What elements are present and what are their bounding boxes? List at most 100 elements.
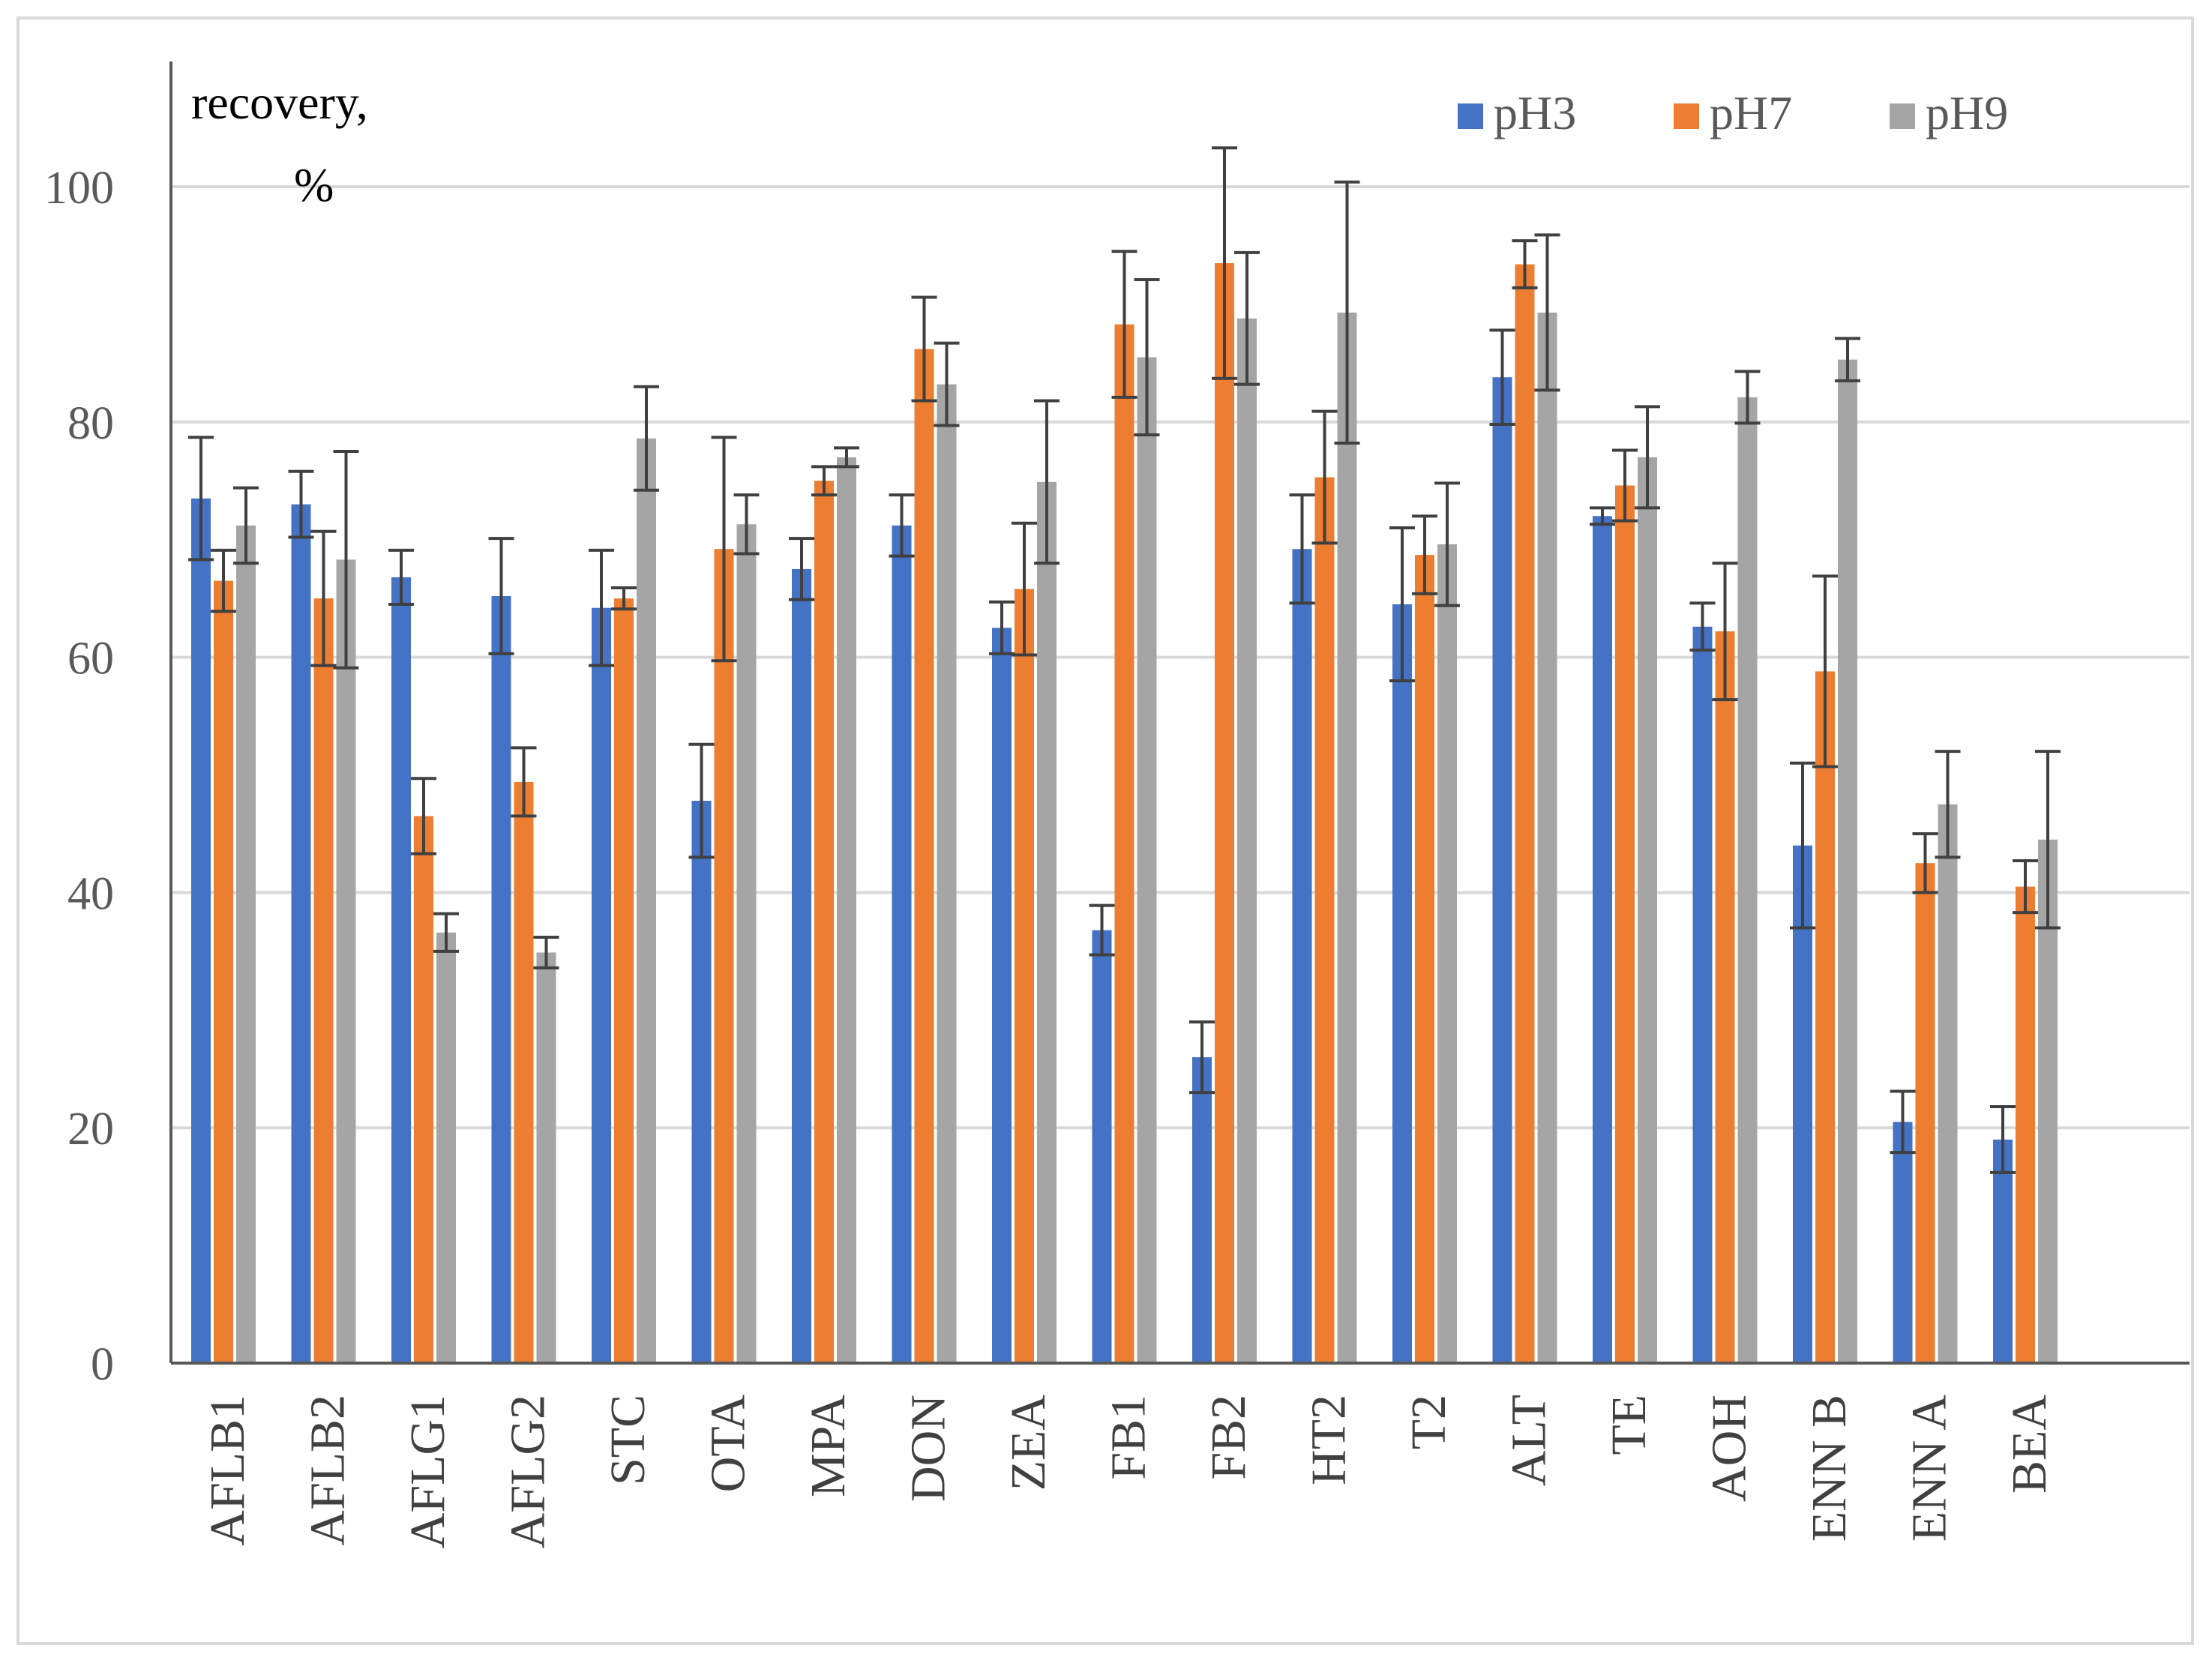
- bar-pH3-FB2: [1192, 1057, 1212, 1363]
- bar-pH3-BEA: [1993, 1139, 2013, 1363]
- error-bar: [811, 465, 837, 497]
- error-bar: [1111, 250, 1137, 399]
- legend-label: pH3: [1494, 86, 1576, 139]
- bar-pH7-FB2: [1215, 262, 1234, 1363]
- y-tick-label: 80: [67, 398, 114, 449]
- error-bar: [2035, 750, 2061, 930]
- bar-pH7-OTA: [714, 549, 734, 1364]
- y-tick-label: 100: [44, 163, 114, 214]
- error-bar: [1289, 493, 1315, 605]
- bar-pH9-FB2: [1237, 318, 1257, 1363]
- x-tick-label: BEA: [2002, 1395, 2057, 1494]
- bar-pH3-OTA: [691, 801, 712, 1363]
- error-bar: [388, 548, 414, 606]
- gridlines: [171, 185, 2190, 1130]
- bar-pH9-TE: [1638, 457, 1657, 1363]
- y-tick-label: 20: [67, 1104, 114, 1155]
- error-bar: [1412, 514, 1437, 595]
- error-bar: [1790, 761, 1815, 930]
- bar-pH3-T2: [1392, 604, 1412, 1363]
- bar-pH7-AOH: [1715, 631, 1735, 1363]
- x-tick-label: ZEA: [1001, 1395, 1056, 1491]
- legend-swatch: [1458, 103, 1483, 129]
- y-tick-label: 60: [67, 634, 114, 685]
- chart-frame: [16, 16, 2194, 1645]
- error-bar: [1089, 903, 1115, 957]
- x-tick-labels: AFLB1 AFLB2 AFLG1 AFLG2 STC OTA MPA DON ZEA FB1 FB…: [200, 1395, 2057, 1549]
- bar-pH3-HT2: [1292, 549, 1312, 1364]
- error-bar: [1835, 337, 1860, 382]
- bar-pH7-ENN-B: [1815, 671, 1835, 1363]
- error-bar: [1990, 1104, 2016, 1174]
- bar-pH7-STC: [614, 598, 634, 1363]
- bar-pH3-AFLB2: [291, 504, 311, 1363]
- bar-pH9-ALT: [1537, 312, 1557, 1363]
- bar-pH3-ZEA: [992, 628, 1012, 1363]
- bar-pH3-DON: [892, 525, 912, 1363]
- x-tick-label: FB2: [1201, 1395, 1256, 1480]
- bar-pH3-ENN-A: [1893, 1122, 1913, 1363]
- error-bar: [1635, 405, 1660, 510]
- error-bar: [1234, 250, 1260, 386]
- bar-pH9-AOH: [1737, 397, 1758, 1363]
- error-bar: [1512, 239, 1538, 289]
- bar-pH9-STC: [637, 438, 656, 1363]
- bar-pH9-T2: [1437, 544, 1457, 1363]
- x-tick-label: TE: [1602, 1395, 1656, 1455]
- error-bar: [1935, 750, 1961, 859]
- bar-pH9-HT2: [1337, 312, 1357, 1363]
- bar-pH7-ENN-A: [1915, 863, 1935, 1363]
- error-bar: [989, 600, 1015, 655]
- x-tick-label: HT2: [1301, 1395, 1356, 1485]
- error-bar: [611, 586, 637, 611]
- error-bar: [711, 436, 737, 663]
- error-bar: [511, 746, 537, 818]
- bar-pH9-ZEA: [1037, 481, 1057, 1363]
- bar-pH7-AFLG2: [514, 781, 534, 1363]
- x-tick-label: AOH: [1701, 1395, 1756, 1502]
- legend-swatch: [1890, 103, 1915, 129]
- x-tick-label: T2: [1401, 1395, 1456, 1449]
- x-tick-label: DON: [901, 1395, 955, 1502]
- legend-label: pH7: [1710, 86, 1792, 139]
- error-bar: [1489, 328, 1515, 426]
- bars: [191, 262, 2058, 1364]
- x-tick-label: AFLG1: [400, 1395, 455, 1548]
- bar-pH7-T2: [1415, 555, 1434, 1364]
- y-tick-label: 0: [91, 1339, 114, 1390]
- error-bar: [1012, 521, 1037, 657]
- error-bar: [733, 493, 760, 556]
- error-bar: [1212, 146, 1237, 380]
- error-bar: [1689, 601, 1716, 652]
- bar-pH9-AFLG2: [536, 952, 556, 1363]
- bar-pH3-MPA: [792, 568, 811, 1363]
- error-bar: [2013, 859, 2038, 915]
- bar-pH3-AOH: [1692, 626, 1713, 1363]
- error-bar: [1311, 409, 1338, 545]
- bar-pH3-AFLG1: [391, 577, 411, 1364]
- bar-pH7-TE: [1615, 485, 1635, 1363]
- error-bar: [1590, 506, 1615, 526]
- error-bar: [1434, 481, 1460, 607]
- error-bar: [433, 912, 459, 953]
- error-bar: [911, 295, 937, 403]
- y-tick-labels: 0 20 40 60 80 100: [44, 163, 114, 1390]
- error-bar: [533, 936, 559, 969]
- error-bar: [589, 548, 614, 667]
- error-bar: [211, 548, 236, 613]
- legend-item-pH9: pH9: [1890, 86, 2008, 139]
- bar-pH9-AFLB2: [336, 559, 356, 1363]
- axes: [169, 61, 2190, 1365]
- error-bars: [188, 146, 2061, 1174]
- bar-pH3-AFLG2: [491, 596, 511, 1363]
- y-axis-label-line2: %: [294, 158, 334, 211]
- x-tick-label: AFLB1: [200, 1395, 255, 1546]
- error-bar: [1189, 1020, 1215, 1095]
- bar-pH7-FB1: [1114, 324, 1134, 1363]
- error-bar: [1612, 448, 1638, 523]
- bar-pH9-AFLB1: [236, 525, 256, 1363]
- legend-item-pH3: pH3: [1458, 86, 1576, 139]
- legend-item-pH7: pH7: [1674, 86, 1792, 139]
- x-tick-label: MPA: [801, 1395, 856, 1497]
